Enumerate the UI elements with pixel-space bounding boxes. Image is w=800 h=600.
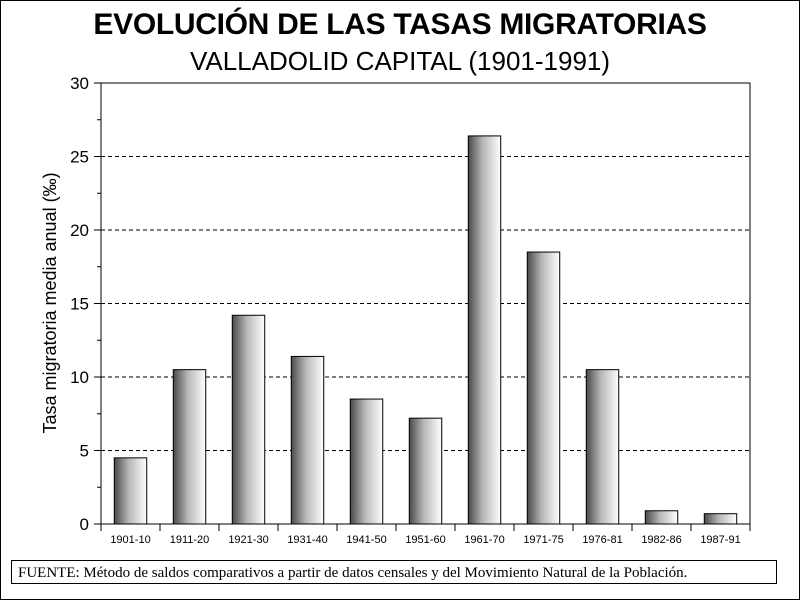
- bar: [172, 369, 207, 525]
- axes: [94, 82, 751, 531]
- y-tick-label: 30: [70, 74, 89, 93]
- bar: [113, 457, 148, 525]
- bar: [231, 314, 266, 525]
- bar: [408, 417, 443, 525]
- x-tick-label: 1901-10: [110, 534, 150, 546]
- chart-subtitle: VALLADOLID CAPITAL (1901-1991): [189, 46, 611, 76]
- y-axis-label: Tasa migratoria media anual (‰): [40, 172, 60, 433]
- x-tick-label: 1987-91: [700, 534, 740, 546]
- y-tick-label: 0: [80, 515, 89, 534]
- y-tick-label: 20: [70, 221, 89, 240]
- bar: [349, 398, 384, 525]
- bar: [585, 369, 620, 525]
- bar: [526, 251, 561, 525]
- x-tick-label: 1941-50: [346, 534, 386, 546]
- x-tick-label: 1911-20: [170, 534, 210, 546]
- source-note: FUENTE: Método de saldos comparativos a …: [11, 560, 777, 584]
- x-tick-label: 1982-86: [641, 534, 681, 546]
- y-tick-label: 15: [70, 295, 89, 314]
- y-tick-label: 5: [80, 442, 89, 461]
- gridlines: [101, 156, 750, 451]
- bar: [467, 135, 502, 525]
- x-tick-label: 1971-75: [523, 534, 563, 546]
- bar: [703, 513, 738, 525]
- x-tick-label: 1951-60: [405, 534, 445, 546]
- y-tick-label: 25: [70, 148, 89, 167]
- x-tick-label: 1961-70: [464, 534, 504, 546]
- chart-title: EVOLUCIÓN DE LAS TASAS MIGRATORIAS: [93, 8, 707, 41]
- bars: [113, 135, 738, 525]
- x-tick-label: 1976-81: [582, 534, 622, 546]
- tick-labels: 0 5 10 15 20 25 30 1901-10 1911-20 1921-30 1931-40…: [70, 74, 741, 546]
- bar: [644, 510, 679, 525]
- x-tick-label: 1921-30: [228, 534, 268, 546]
- bar: [290, 355, 325, 525]
- y-tick-label: 10: [70, 368, 89, 387]
- x-tick-label: 1931-40: [287, 534, 327, 546]
- bar-chart: 0 5 10 15 20 25 30 1901-10 1911-20 1921-30 1931-40…: [40, 74, 751, 546]
